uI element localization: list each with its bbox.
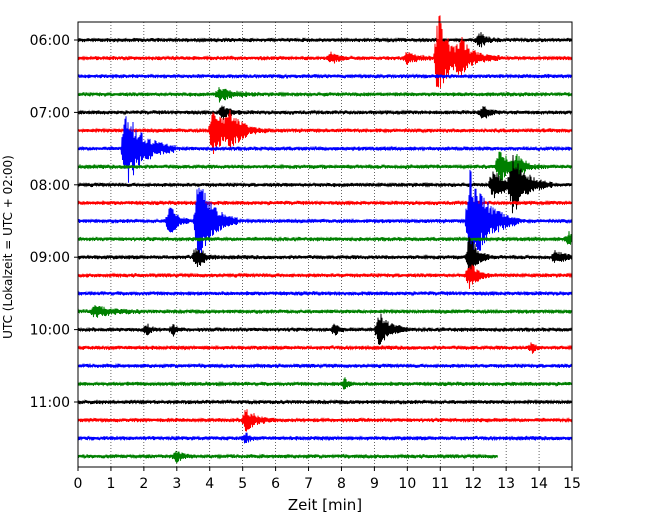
x-tick-label: 3: [172, 476, 181, 492]
seismic-trace-1045: [77, 377, 573, 390]
seismic-trace-0815: [77, 199, 573, 206]
plot-frame: [77, 21, 573, 468]
y-tick-label: 09:00: [30, 250, 70, 266]
x-tick-label: 13: [497, 476, 515, 492]
seismic-trace-1145: [77, 450, 498, 463]
seismic-trace-0945: [77, 305, 573, 318]
seismic-trace-1115: [77, 409, 573, 432]
seismic-trace-1015: [77, 342, 573, 354]
seismic-trace-1130: [77, 432, 573, 444]
seismic-trace-0600: [77, 32, 573, 48]
seismic-trace-1030: [77, 362, 573, 369]
seismic-trace-0745: [77, 151, 573, 185]
seismic-trace-0700: [77, 105, 573, 120]
seismic-trace-0830: [77, 169, 573, 265]
seismic-trace-0845: [77, 231, 573, 245]
seismic-trace-0630: [77, 73, 573, 80]
x-axis: 0 1 2 3 4 5 6 7 8 9 10 11 12 13 14 15: [74, 467, 581, 492]
y-axis-title: UTC (Lokalzeit = UTC + 02:00): [1, 155, 15, 339]
seismic-trace-1100: [77, 398, 573, 406]
seismic-trace-0930: [77, 290, 573, 297]
x-tick-label: 7: [304, 476, 313, 492]
x-tick-label: 5: [238, 476, 247, 492]
seismic-trace-0800: [77, 154, 573, 214]
x-tick-label: 4: [205, 476, 214, 492]
seismic-trace-0900: [77, 236, 573, 279]
x-tick-label: 9: [370, 476, 379, 492]
y-tick-label: 08:00: [30, 178, 70, 194]
y-tick-label: 11:00: [30, 395, 70, 411]
x-tick-label: 15: [563, 476, 581, 492]
grid: [110, 22, 540, 467]
x-tick-label: 6: [271, 476, 280, 492]
seismic-trace-0915: [77, 264, 573, 289]
seismic-trace-1000: [77, 313, 573, 345]
seismic-trace-0715: [77, 109, 573, 155]
y-axis: 06:00 07:00 08:00 09:00 10:00 11:00: [30, 33, 78, 411]
x-tick-label: 12: [464, 476, 482, 492]
y-tick-label: 07:00: [30, 105, 70, 121]
seismic-trace-0615: [77, 15, 573, 88]
traces: [77, 15, 573, 463]
x-tick-label: 11: [431, 476, 449, 492]
seismic-trace-0730: [77, 116, 573, 183]
y-tick-label: 10:00: [30, 323, 70, 339]
x-tick-label: 2: [139, 476, 148, 492]
x-tick-label: 8: [337, 476, 346, 492]
x-tick-label: 14: [530, 476, 548, 492]
x-axis-title: Zeit [min]: [288, 496, 362, 514]
x-tick-label: 10: [398, 476, 416, 492]
x-tick-label: 0: [74, 476, 83, 492]
y-tick-label: 06:00: [30, 33, 70, 49]
x-tick-label: 1: [106, 476, 115, 492]
seismic-trace-0645: [77, 87, 573, 103]
